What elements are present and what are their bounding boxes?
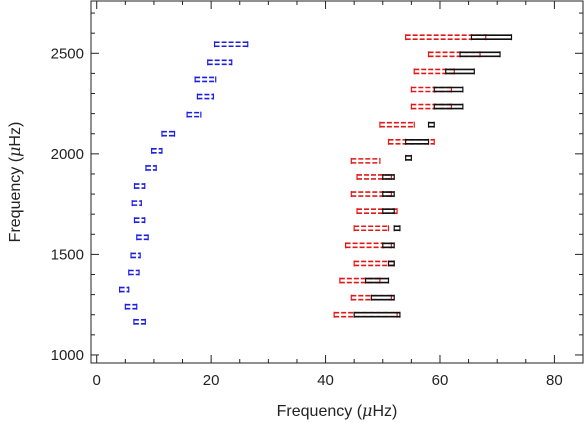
y-tick-label: 2500 [51,45,84,62]
black-point [427,121,435,128]
y-axis-title: Frequency (μHz) [5,122,24,243]
blue-point [136,234,149,241]
black-point [459,51,501,58]
blue-point [133,217,146,224]
y-axis-title-post: Hz) [7,122,24,147]
blue-point [128,269,140,276]
blue-point [186,111,202,118]
black-point [370,294,395,301]
black-point [382,191,395,198]
x-tick-label: 80 [546,372,563,389]
x-axis-title: Frequency (μHz) [277,401,398,420]
x-axis-title-post: Hz) [372,403,397,420]
black-point [393,225,401,232]
black-point [433,86,464,93]
blue-point [161,130,176,137]
blue-point [133,183,146,190]
y-axis-title-mu: μ [5,147,24,157]
black-point [433,103,464,110]
data-marks [119,34,513,325]
axis-ticks: 0 20 40 60 80 1000 1500 2000 2500 [51,1,583,389]
y-tick-label: 2000 [51,146,84,163]
blue-point [213,41,249,48]
blue-point [151,147,163,154]
black-point [405,154,412,161]
red-point [356,208,398,215]
black-point [382,242,395,249]
black-point [382,208,395,215]
y-tick-label: 1500 [51,246,84,263]
x-tick-label: 20 [203,372,220,389]
black-point [405,138,430,145]
red-point [379,121,415,128]
x-tick-label: 40 [317,372,334,389]
plot-frame [90,0,584,364]
blue-point [207,59,233,66]
blue-point [131,200,142,207]
red-point [350,157,381,164]
blue-point [130,252,141,259]
x-axis-title-mu: μ [362,401,372,420]
black-point [445,68,475,75]
blue-point [196,93,215,100]
x-tick-label: 0 [93,372,101,389]
y-axis-title-pre: Frequency ( [7,156,24,242]
black-point [470,34,513,41]
black-point [382,173,395,180]
blue-point [145,164,157,171]
y-tick-label: 1000 [51,347,84,364]
black-point [387,260,395,267]
red-point [353,225,390,232]
blue-point [124,303,138,310]
blue-point [133,318,146,325]
x-tick-label: 60 [432,372,449,389]
x-axis-title-pre: Frequency ( [277,403,363,420]
black-point [353,311,401,318]
blue-point [119,286,130,293]
black-point [365,277,390,284]
blue-point [194,76,217,83]
